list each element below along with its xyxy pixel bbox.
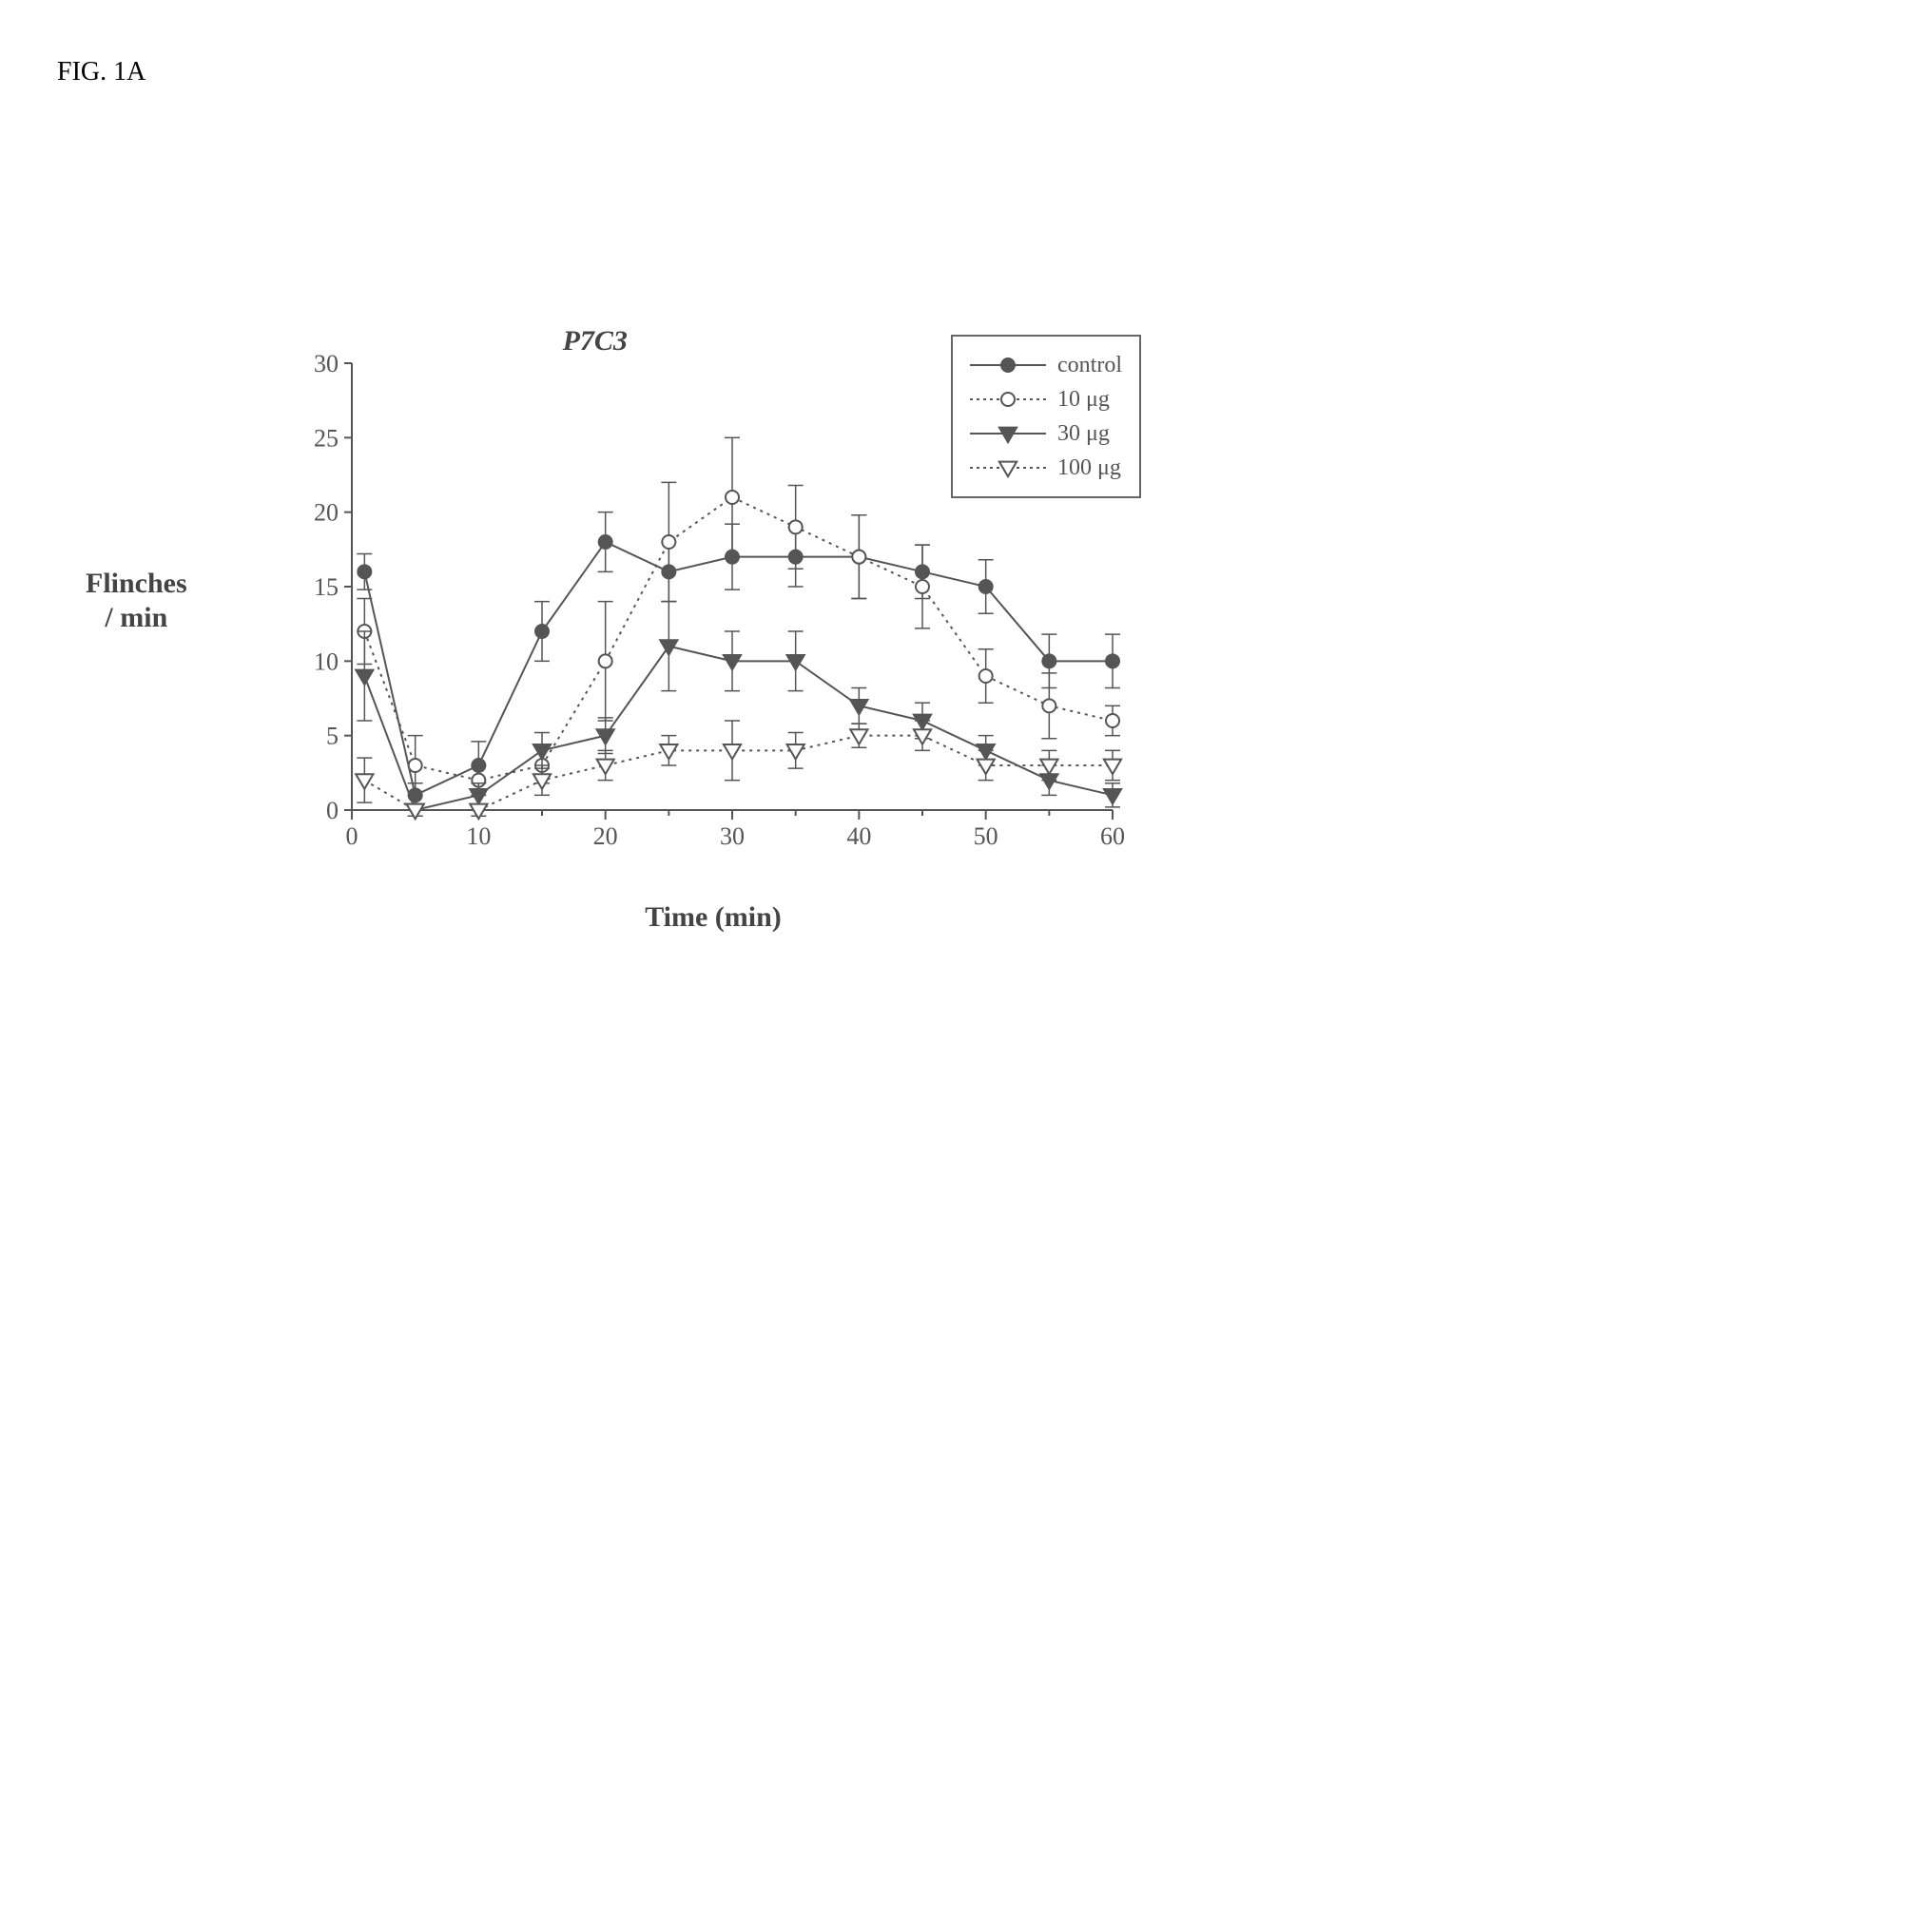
chart-title: P7C3 xyxy=(563,325,628,357)
svg-text:0: 0 xyxy=(326,797,339,824)
svg-text:20: 20 xyxy=(314,499,339,527)
figure-label: FIG. 1A xyxy=(57,57,1861,87)
y-axis-label-line2: / min xyxy=(105,602,167,633)
svg-text:30: 30 xyxy=(314,350,339,377)
svg-text:25: 25 xyxy=(314,424,339,452)
y-axis-label: Flinches / min xyxy=(86,567,187,635)
chart-svg: 0 5 10 15 20 25 30 0 10 20 30 40 50 60 xyxy=(295,335,1132,867)
svg-text:40: 40 xyxy=(846,822,871,850)
svg-text:10: 10 xyxy=(314,647,339,675)
svg-text:60: 60 xyxy=(1100,822,1125,850)
figure-container: control10 μg30 μg100 μg P7C3 Flinches / … xyxy=(57,335,1198,867)
svg-text:0: 0 xyxy=(346,822,358,850)
svg-text:20: 20 xyxy=(593,822,618,850)
svg-text:30: 30 xyxy=(720,822,745,850)
chart-area: P7C3 Flinches / min Time (min) 051015202… xyxy=(295,335,1132,867)
svg-text:50: 50 xyxy=(974,822,998,850)
x-axis-label: Time (min) xyxy=(645,901,782,934)
svg-text:15: 15 xyxy=(314,573,339,601)
svg-text:10: 10 xyxy=(466,822,491,850)
svg-text:5: 5 xyxy=(326,723,339,750)
y-axis-label-line1: Flinches xyxy=(86,568,187,599)
